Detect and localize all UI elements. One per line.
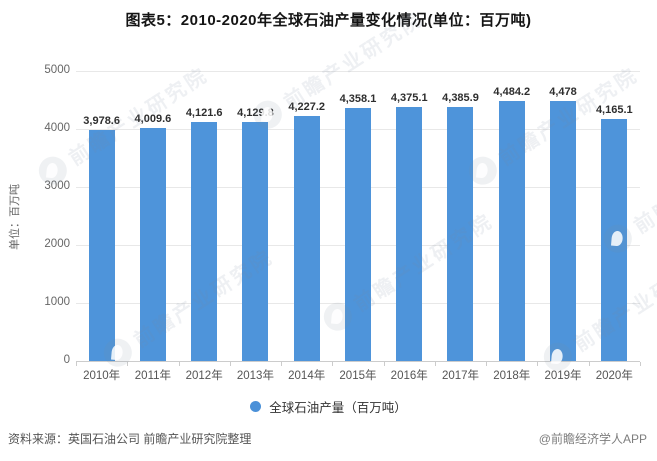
bar-value-label: 4,121.6 <box>185 106 223 119</box>
bar-column: 3,978.6 <box>76 71 127 361</box>
legend-label: 全球石油产量（百万吨） <box>269 401 407 415</box>
bar[interactable] <box>601 119 628 361</box>
y-tick-label: 3000 <box>44 180 70 192</box>
x-axis-labels: 2010年 2011年 2012年 2013年 2014年 2015年 2016年 2017年… <box>76 367 640 383</box>
bar[interactable] <box>498 100 525 361</box>
x-tick-mark <box>229 362 231 366</box>
bar-value-label: 4,478 <box>549 86 577 99</box>
bar-value-label: 4,129.8 <box>237 106 274 119</box>
bar[interactable] <box>88 130 115 361</box>
bar-column: 4,009.6 <box>127 71 178 361</box>
x-tick-mark <box>434 362 436 366</box>
bar-value-label: 3,978.6 <box>83 115 120 128</box>
bar-column: 4,385.9 <box>435 71 486 361</box>
x-axis-label: 2014年 <box>288 370 326 382</box>
bar-column: 4,129.8 <box>230 71 281 361</box>
x-axis-label: 2020年 <box>595 370 633 382</box>
x-axis-label: 2012年 <box>185 370 223 382</box>
bar-column: 4,358.1 <box>332 71 383 361</box>
bar[interactable] <box>293 115 320 361</box>
x-axis-label: 2019年 <box>544 370 582 382</box>
credit-text: @前瞻经济学人APP <box>538 432 647 446</box>
gridline <box>76 71 640 72</box>
bar-column: 4,227.2 <box>281 71 332 361</box>
x-tick-mark <box>383 362 385 366</box>
x-axis-line <box>76 361 640 362</box>
x-tick-mark <box>178 362 180 366</box>
x-tick-mark <box>127 362 129 366</box>
legend-item[interactable]: 全球石油产量（百万吨） <box>0 397 657 416</box>
bar[interactable] <box>550 101 577 361</box>
legend-marker-icon <box>250 401 262 412</box>
x-tick-mark <box>76 362 77 366</box>
plot-area: 5000 4000 3000 2000 1000 0 3,978.6 4,009.6 4,121… <box>44 64 641 366</box>
x-tick-mark <box>640 362 641 366</box>
bar[interactable] <box>139 128 166 361</box>
y-tick-label: 0 <box>63 354 70 366</box>
x-axis-label: 2010年 <box>83 370 121 382</box>
chart-title: 图表5：2010-2020年全球石油产量变化情况(单位：百万吨) <box>125 12 532 29</box>
y-tick-label: 2000 <box>44 238 70 250</box>
y-tick-label: 4000 <box>44 122 70 134</box>
y-axis-unit-label: 单位：百万吨 <box>9 184 21 250</box>
bar-column: 4,375.1 <box>384 71 435 361</box>
bar[interactable] <box>344 108 371 361</box>
bar[interactable] <box>191 121 218 361</box>
bar-column: 4,121.6 <box>179 71 230 361</box>
x-axis-label: 2011年 <box>134 370 172 382</box>
x-tick-mark <box>588 362 590 366</box>
bar-value-label: 4,009.6 <box>134 113 172 126</box>
bar-value-label: 4,375.1 <box>390 92 428 105</box>
bar[interactable] <box>396 107 423 361</box>
bar-column: 4,478 <box>537 71 588 361</box>
bar[interactable] <box>242 121 269 361</box>
x-tick-mark <box>281 362 283 366</box>
bar[interactable] <box>447 106 474 361</box>
bar-value-label: 4,385.9 <box>442 91 479 104</box>
bar-column: 4,484.2 <box>486 71 537 361</box>
y-tick-label: 1000 <box>44 296 70 308</box>
bars-row: 3,978.6 4,009.6 4,121.6 4,129.8 4,227.2 4,358… <box>76 71 640 361</box>
x-axis-label: 2016年 <box>390 370 428 382</box>
bar-value-label: 4,227.2 <box>288 100 326 113</box>
x-axis-label: 2017年 <box>441 370 480 382</box>
y-tick-label: 5000 <box>44 64 70 76</box>
bar-value-label: 4,358.1 <box>339 93 377 106</box>
x-axis-label: 2018年 <box>493 370 531 382</box>
footer: 资料来源：英国石油公司 前瞻产业研究院整理 @前瞻经济学人APP <box>8 430 647 447</box>
x-tick-mark <box>537 362 539 366</box>
x-axis-label: 2015年 <box>339 370 377 382</box>
bar-value-label: 4,484.2 <box>493 85 531 98</box>
bar-value-label: 4,165.1 <box>595 104 633 117</box>
x-tick-mark <box>486 362 488 366</box>
source-text: 资料来源：英国石油公司 前瞻产业研究院整理 <box>8 432 252 446</box>
x-axis-label: 2013年 <box>236 370 274 382</box>
bar-column: 4,165.1 <box>589 71 640 361</box>
x-tick-mark <box>332 362 334 366</box>
